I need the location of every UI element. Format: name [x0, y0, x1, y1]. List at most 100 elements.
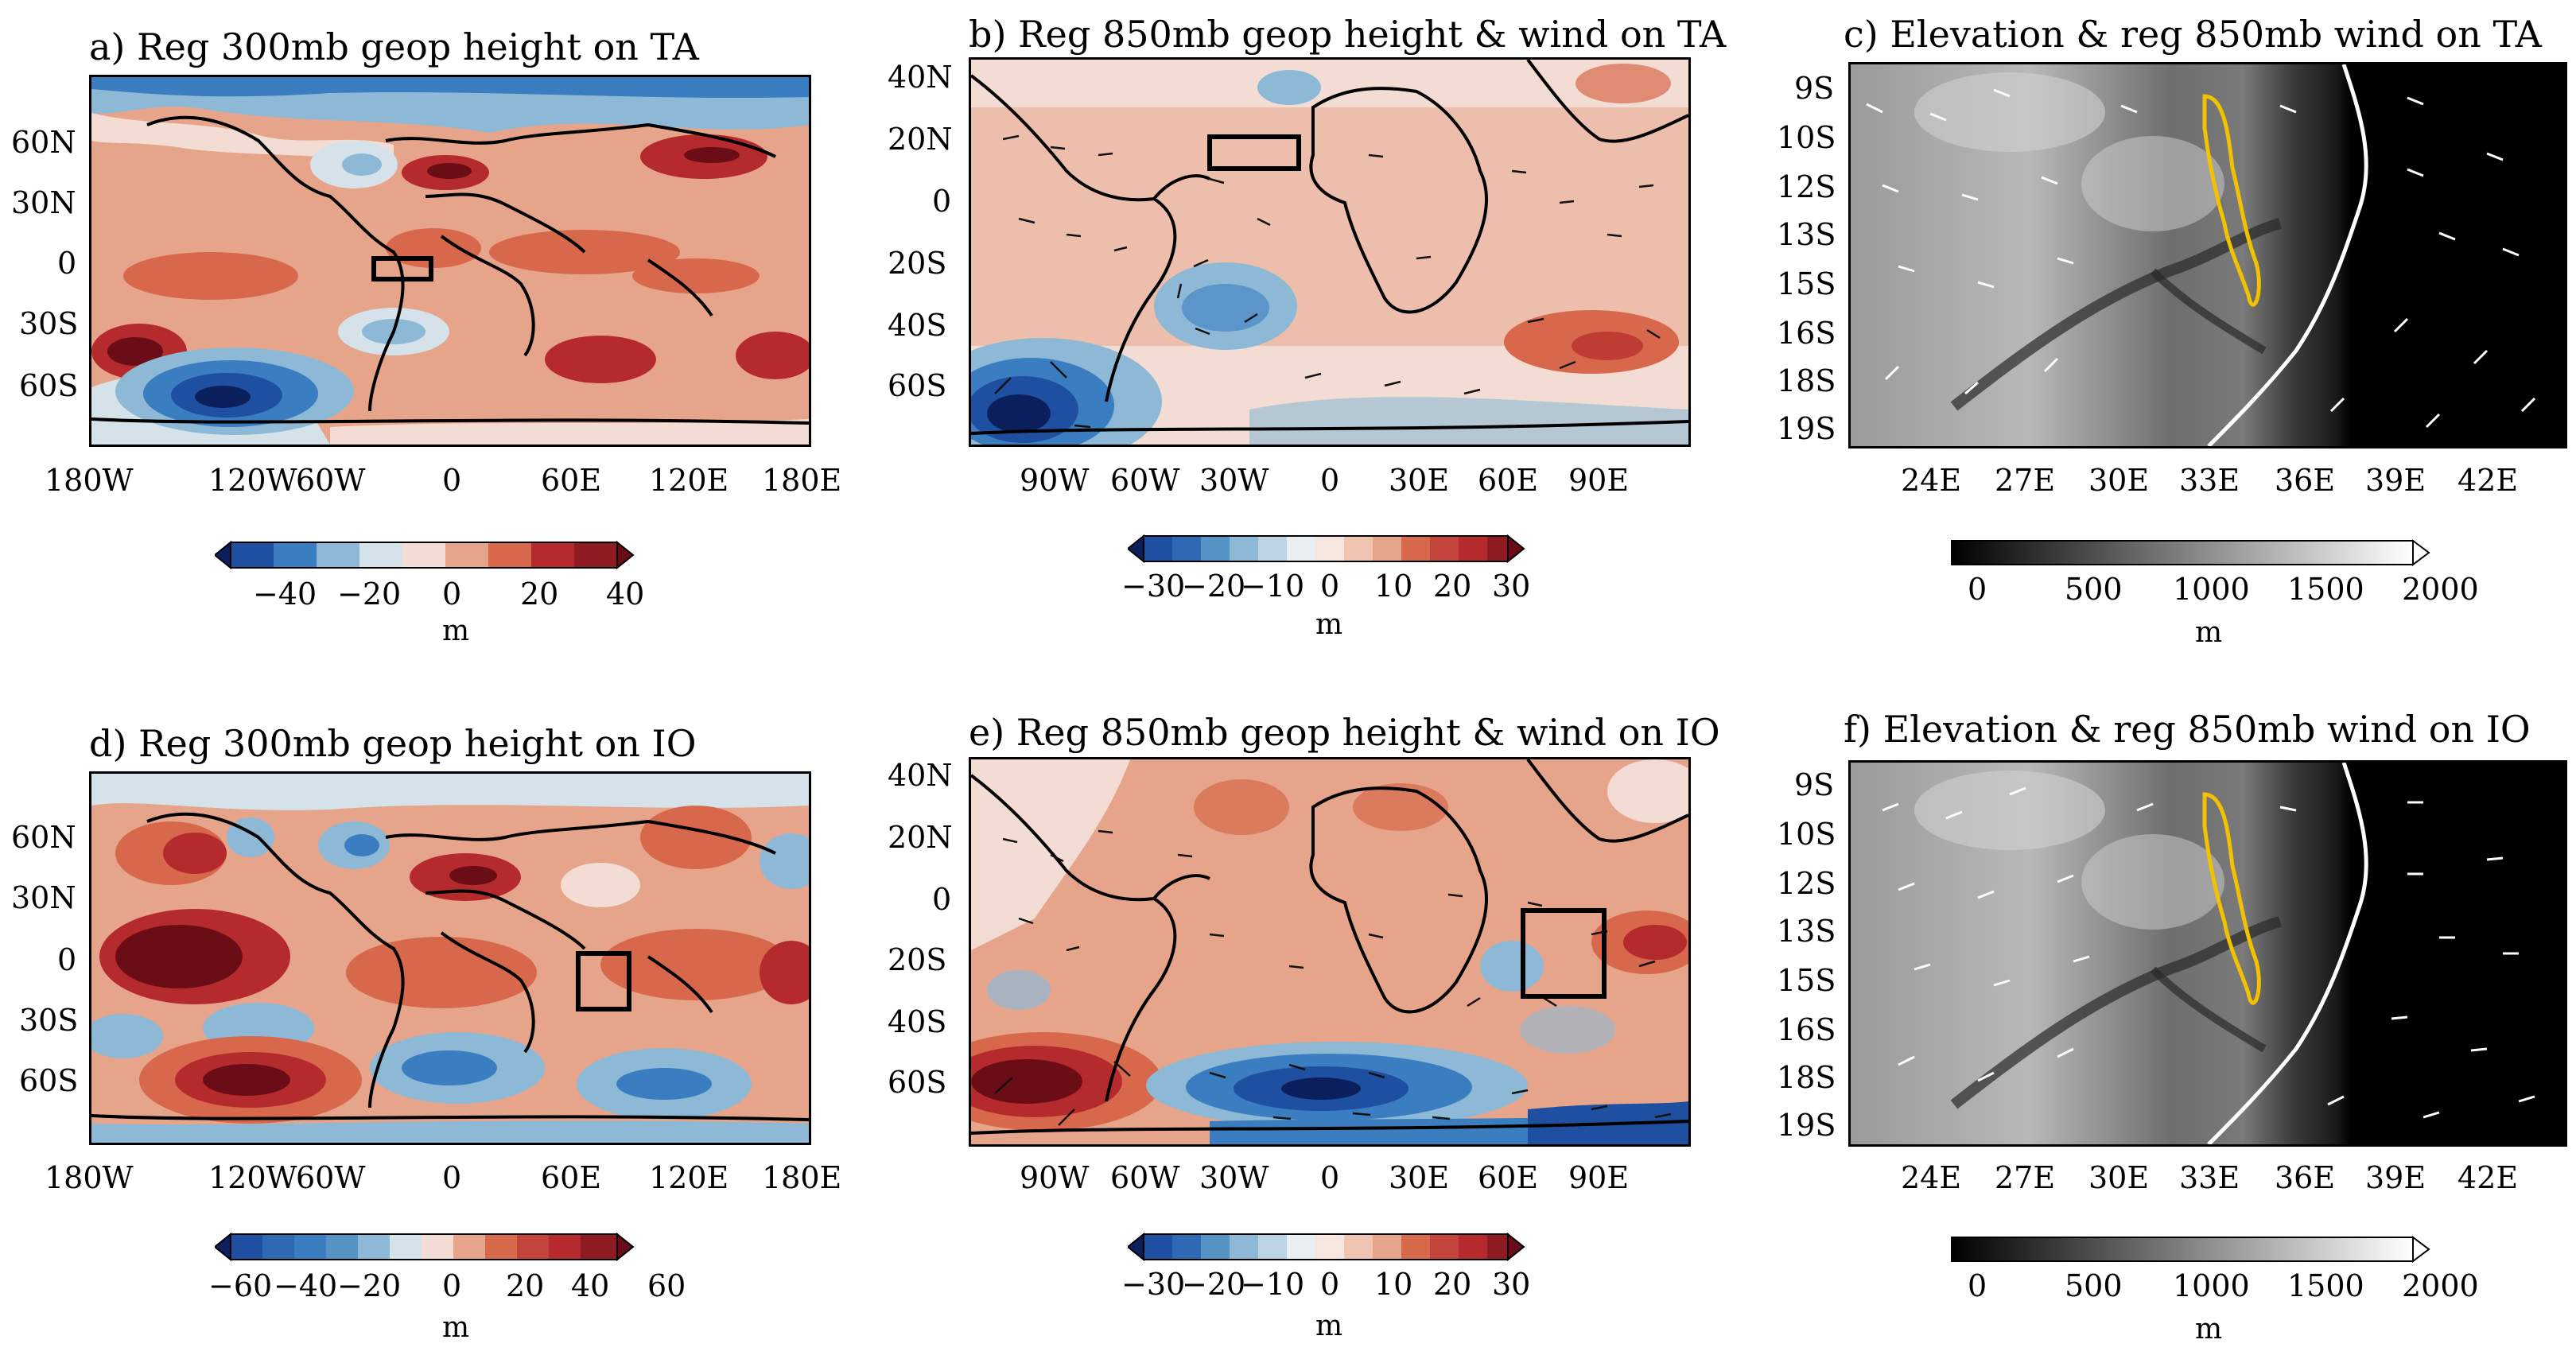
map-300mb-io [89, 771, 811, 1145]
lon-label: 36E [2275, 1160, 2336, 1195]
map-field [1851, 64, 2565, 446]
colorbar-tick: 0 [1968, 572, 1987, 607]
colorbar-tick: 10 [1374, 1267, 1413, 1302]
lon-label: 30W [1199, 1160, 1269, 1195]
lon-label: 120W [208, 463, 297, 498]
colorbar-tick: 0 [1968, 1268, 1987, 1303]
map-850mb-ta [969, 57, 1691, 447]
lat-label: 9S [1794, 767, 1835, 802]
colorbar-swatches [1951, 1236, 2430, 1263]
wind-vectors [994, 829, 1672, 1126]
colorbar [1949, 538, 2457, 573]
colorbar-unit: m [2195, 616, 2223, 649]
panel-title: e) Reg 850mb geop height & wind on IO [969, 711, 1720, 754]
colorbar-unit: m [442, 615, 470, 647]
colorbar-tick: 40 [571, 1268, 610, 1303]
lat-label: 12S [1777, 169, 1836, 204]
colorbar-tick: 1500 [2287, 572, 2364, 607]
colorbar-tick: −20 [1182, 1267, 1246, 1302]
lon-label: 0 [442, 1160, 462, 1195]
lon-label: 60W [296, 463, 366, 498]
colorbar-tick: −20 [337, 1268, 402, 1303]
colorbar-tick: 0 [1320, 569, 1340, 604]
lat-label: 10S [1777, 120, 1836, 155]
map-field [1851, 763, 2565, 1144]
lat-label: 30S [19, 1003, 79, 1038]
colorbar-unit: m [2195, 1313, 2223, 1345]
colorbar-tick: 1500 [2287, 1268, 2364, 1303]
colorbar-tick: −10 [1241, 569, 1305, 604]
lat-label: 60N [11, 125, 76, 160]
lat-label: 19S [1777, 1108, 1836, 1143]
colorbar-swatches [1951, 539, 2430, 566]
colorbar-tick: 20 [1433, 1267, 1472, 1302]
lat-label: 9S [1794, 71, 1835, 106]
lon-label: 90E [1568, 463, 1630, 498]
lat-label: 20N [888, 122, 953, 157]
colorbar-unit: m [442, 1311, 470, 1344]
lon-label: 60W [1110, 1160, 1180, 1195]
lat-label: 16S [1777, 316, 1836, 351]
lon-label: 33E [2179, 1160, 2240, 1195]
map-elevation-ta [1848, 62, 2567, 448]
lat-label: 60N [11, 820, 76, 855]
lon-label: 30E [1389, 463, 1450, 498]
colorbar [1949, 1234, 2457, 1269]
lon-label: 0 [442, 463, 462, 498]
lon-label: 30E [2088, 463, 2150, 498]
lon-label: 36E [2275, 463, 2336, 498]
lat-label: 20S [888, 942, 947, 977]
lat-label: 30N [11, 880, 76, 915]
lat-label: 18S [1777, 363, 1836, 398]
lon-label: 42E [2457, 463, 2519, 498]
map-300mb-ta [89, 75, 811, 447]
lat-label: 60S [888, 1065, 947, 1100]
region-box-io [1521, 908, 1607, 999]
panel-title: c) Elevation & reg 850mb wind on TA [1844, 13, 2542, 56]
region-box-ta [371, 256, 433, 282]
map-field [91, 77, 809, 445]
lon-label: 30E [2088, 1160, 2150, 1195]
colorbar-tick: 1000 [2173, 572, 2250, 607]
colorbar-tick: −60 [208, 1268, 273, 1303]
colorbar-swatches [213, 540, 635, 570]
panel-title: d) Reg 300mb geop height on IO [89, 722, 697, 765]
lon-label: 90W [1020, 463, 1090, 498]
lat-label: 15S [1777, 963, 1836, 998]
lon-label: 60E [541, 1160, 602, 1195]
wind-vectors [1882, 786, 2535, 1119]
colorbar-tick: −10 [1241, 1267, 1305, 1302]
colorbar-tick: −20 [1182, 569, 1246, 604]
lat-label: 10S [1777, 817, 1836, 852]
colorbar-tick: 0 [442, 1268, 462, 1303]
lon-label: 30E [1389, 1160, 1450, 1195]
lat-label: 16S [1777, 1012, 1836, 1047]
wind-vectors [994, 134, 1661, 429]
lat-label: 20S [888, 246, 947, 281]
map-field [91, 774, 809, 1143]
colorbar-tick: −30 [1121, 569, 1186, 604]
lon-label: 24E [1901, 1160, 1962, 1195]
lat-label: 0 [932, 882, 952, 917]
colorbar [1126, 1231, 1541, 1269]
lon-label: 120E [649, 1160, 729, 1195]
colorbar-tick: −40 [274, 1268, 338, 1303]
lat-label: 13S [1777, 914, 1836, 949]
lat-label: 20N [888, 820, 953, 855]
colorbar-tick: 10 [1374, 569, 1413, 604]
colorbar [1126, 533, 1541, 571]
colorbar-tick: −20 [337, 577, 402, 612]
colorbar-tick: 500 [2065, 1268, 2123, 1303]
lon-label: 39E [2365, 1160, 2426, 1195]
lat-label: 30S [19, 306, 79, 341]
wind-vectors [1866, 88, 2536, 429]
colorbar-unit: m [1315, 1310, 1343, 1342]
lat-label: 30N [11, 185, 76, 220]
map-850mb-io [969, 757, 1691, 1147]
lat-label: 60S [19, 1063, 79, 1098]
lon-label: 60W [1110, 463, 1180, 498]
colorbar-tick: 20 [1433, 569, 1472, 604]
lat-label: 40S [888, 1004, 947, 1039]
colorbar-tick: 20 [520, 577, 559, 612]
colorbar-swatches [1126, 1232, 1525, 1262]
